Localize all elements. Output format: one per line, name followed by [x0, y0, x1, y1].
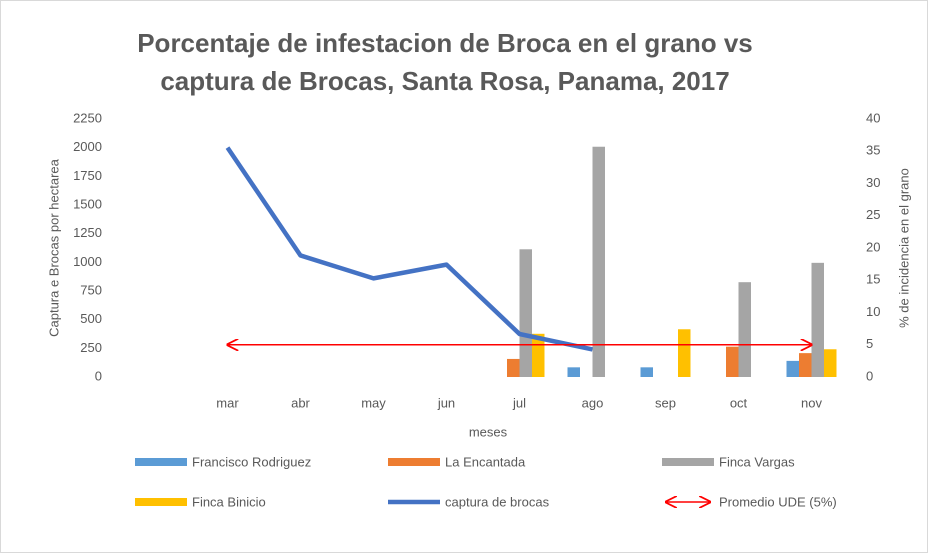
x-tick-label: abr — [291, 395, 310, 410]
y2-tick-label: 15 — [866, 272, 880, 287]
y-tick-label: 1000 — [73, 254, 102, 269]
y2-tick-label: 10 — [866, 304, 880, 319]
y-tick-label: 1250 — [73, 225, 102, 240]
y-tick-label: 0 — [95, 368, 102, 383]
bar — [567, 367, 580, 377]
bar — [678, 329, 691, 377]
y2-tick-label: 30 — [866, 175, 880, 190]
y-tick-label: 2250 — [73, 110, 102, 125]
legend-label: Finca Vargas — [719, 454, 795, 469]
legend-swatch — [135, 458, 187, 466]
x-tick-label: oct — [730, 395, 748, 410]
y2-tick-label: 20 — [866, 239, 880, 254]
bar — [592, 146, 605, 377]
y-tick-label: 1750 — [73, 168, 102, 183]
bar — [738, 282, 751, 377]
legend-label: Finca Binicio — [192, 494, 266, 509]
y-axis-label: Captura e Brocas por hectarea — [46, 158, 61, 337]
x-tick-label: jun — [437, 395, 455, 410]
legend-label: La Encantada — [445, 454, 526, 469]
legend-swatch — [662, 458, 714, 466]
y2-tick-label: 5 — [866, 336, 873, 351]
x-tick-label: mar — [216, 395, 239, 410]
x-tick-label: nov — [801, 395, 822, 410]
line — [225, 146, 593, 352]
bar — [726, 346, 739, 377]
y-tick-label: 500 — [80, 311, 102, 326]
y2-tick-label: 0 — [866, 368, 873, 383]
legend-swatch — [135, 498, 187, 506]
legend-label: captura de brocas — [445, 494, 550, 509]
bar — [811, 262, 824, 377]
y-tick-label: 1500 — [73, 196, 102, 211]
chart-title: Porcentaje de infestacion de Broca en el… — [137, 28, 753, 58]
bar — [519, 249, 532, 377]
y2-tick-label: 25 — [866, 207, 880, 222]
bar — [640, 367, 653, 377]
bar — [799, 353, 812, 377]
legend-label: Francisco Rodriguez — [192, 454, 311, 469]
y2-tick-label: 35 — [866, 143, 880, 158]
x-tick-label: ago — [582, 395, 604, 410]
bar — [824, 349, 837, 377]
legend-label: Promedio UDE (5%) — [719, 494, 837, 509]
y-tick-label: 750 — [80, 282, 102, 297]
y2-tick-label: 40 — [866, 110, 880, 125]
x-axis-label: meses — [469, 424, 508, 439]
bar — [786, 360, 799, 377]
x-tick-label: may — [361, 395, 386, 410]
y-tick-label: 250 — [80, 340, 102, 355]
y2-axis-label: % de incidencia en el grano — [896, 168, 911, 328]
y-tick-label: 2000 — [73, 139, 102, 154]
bar — [507, 358, 520, 377]
legend-swatch — [388, 458, 440, 466]
x-tick-label: jul — [512, 395, 526, 410]
x-tick-label: sep — [655, 395, 676, 410]
chart-title: captura de Brocas, Santa Rosa, Panama, 2… — [160, 66, 729, 96]
